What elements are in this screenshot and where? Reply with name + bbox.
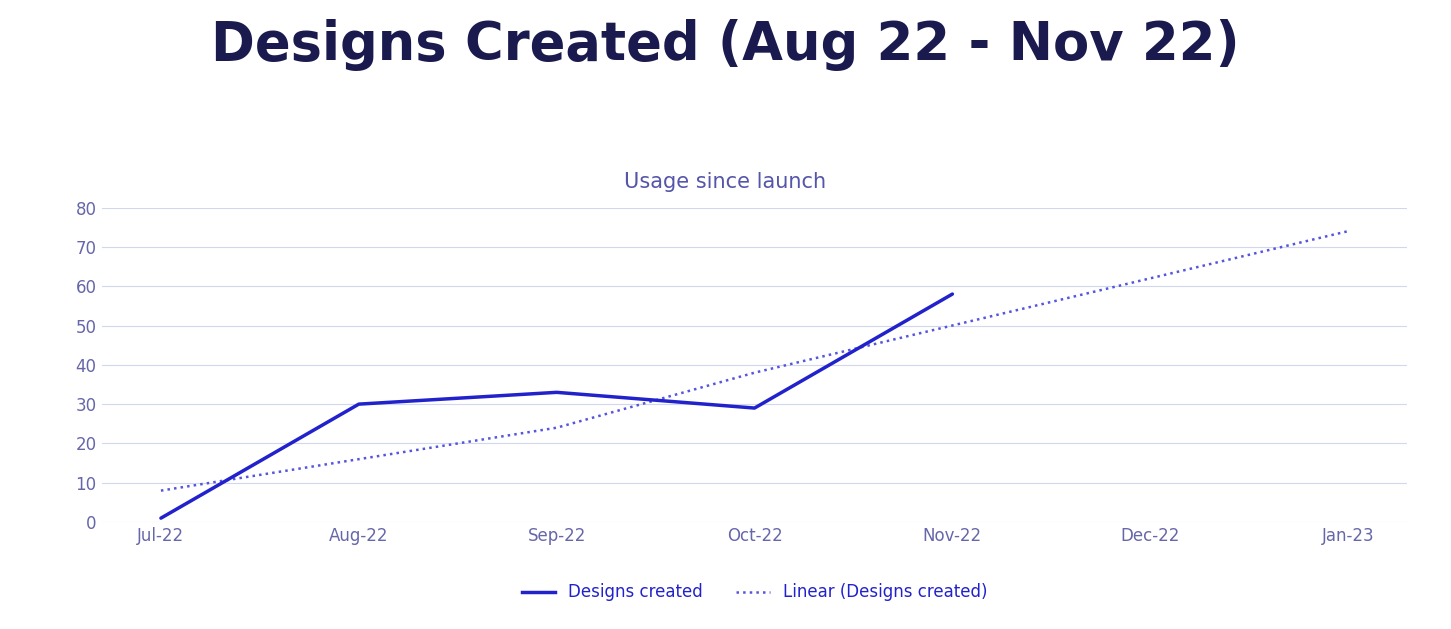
Text: Usage since launch: Usage since launch bbox=[624, 172, 827, 192]
Legend: Designs created, Linear (Designs created): Designs created, Linear (Designs created… bbox=[515, 577, 994, 608]
Text: Designs Created (Aug 22 - Nov 22): Designs Created (Aug 22 - Nov 22) bbox=[212, 19, 1239, 71]
